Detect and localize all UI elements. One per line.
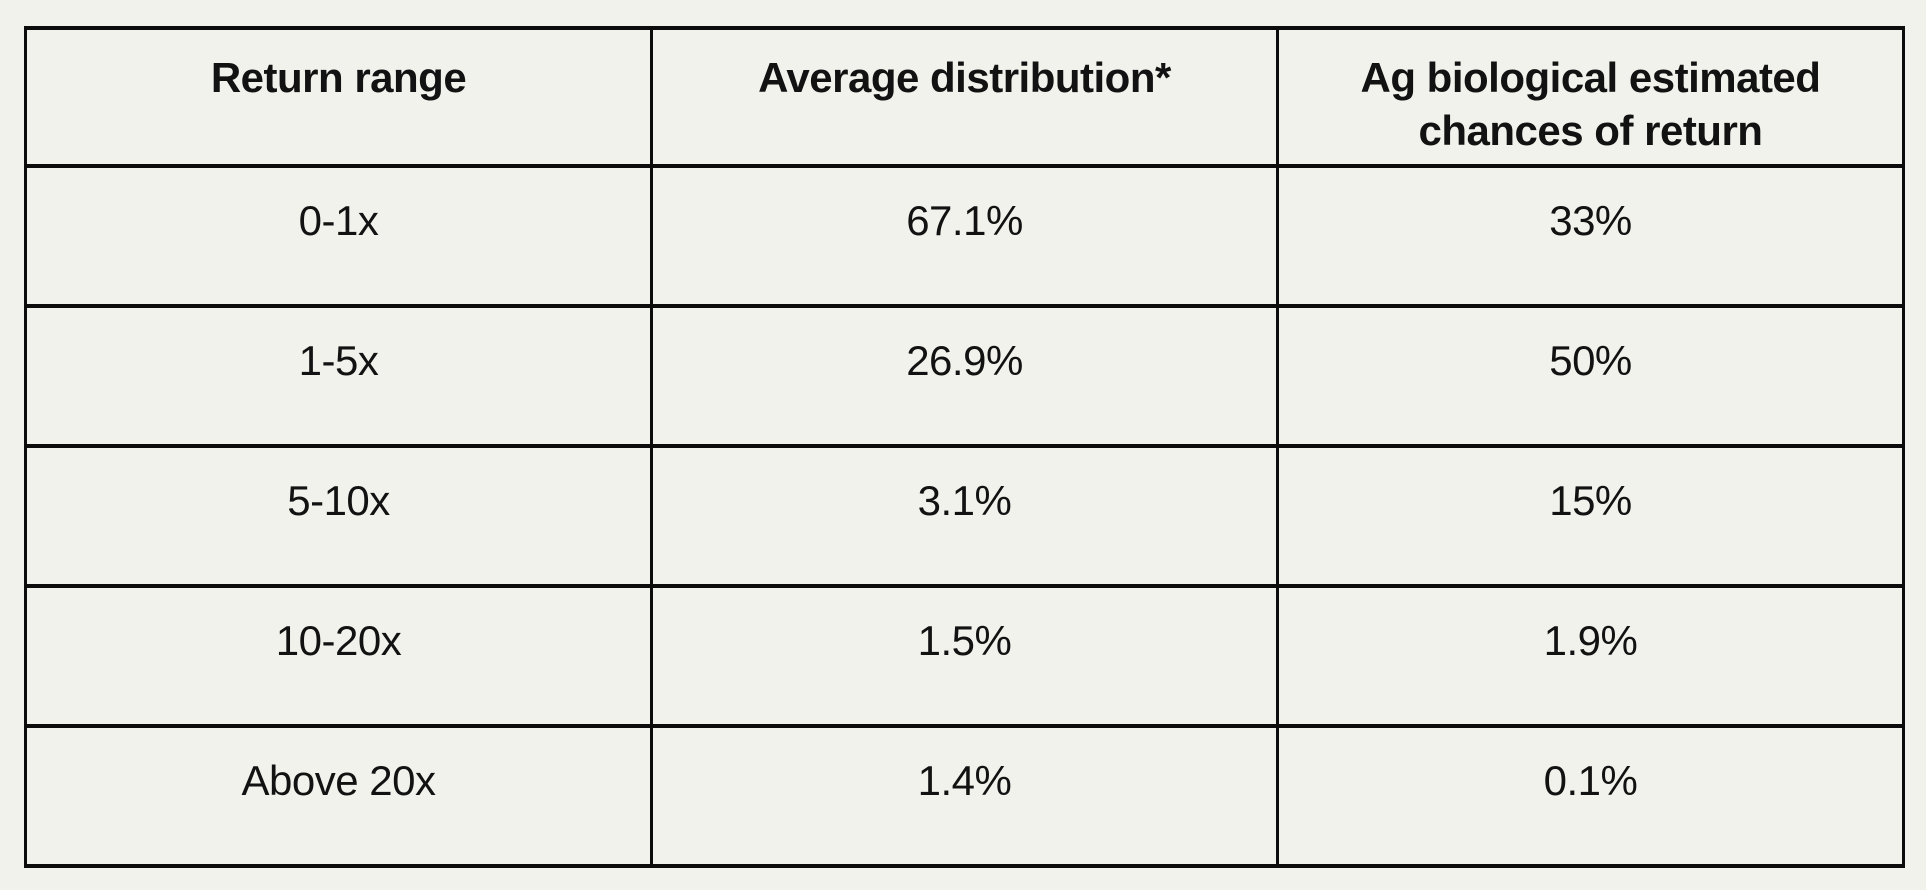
table-header-row: Return range Average distribution* Ag bi…: [24, 26, 1905, 168]
table-row: 5-10x 3.1% 15%: [24, 444, 1905, 588]
cell-range: 10-20x: [24, 584, 653, 728]
cell-range: Above 20x: [24, 724, 653, 868]
header-cell-ag-biological-chances: Ag biological estimated chances of retur…: [1276, 26, 1905, 168]
cell-range: 5-10x: [24, 444, 653, 588]
cell-average-distribution: 67.1%: [650, 164, 1279, 308]
cell-average-distribution: 1.4%: [650, 724, 1279, 868]
header-cell-return-range: Return range: [24, 26, 653, 168]
table-row: 1-5x 26.9% 50%: [24, 304, 1905, 448]
table-row: 0-1x 67.1% 33%: [24, 164, 1905, 308]
cell-range: 1-5x: [24, 304, 653, 448]
table-row: Above 20x 1.4% 0.1%: [24, 724, 1905, 868]
cell-estimated-chance: 0.1%: [1276, 724, 1905, 868]
cell-estimated-chance: 1.9%: [1276, 584, 1905, 728]
cell-average-distribution: 3.1%: [650, 444, 1279, 588]
cell-estimated-chance: 33%: [1276, 164, 1905, 308]
cell-estimated-chance: 50%: [1276, 304, 1905, 448]
cell-average-distribution: 1.5%: [650, 584, 1279, 728]
header-cell-average-distribution: Average distribution*: [650, 26, 1279, 168]
cell-estimated-chance: 15%: [1276, 444, 1905, 588]
cell-range: 0-1x: [24, 164, 653, 308]
returns-distribution-table: Return range Average distribution* Ag bi…: [24, 26, 1905, 868]
cell-average-distribution: 26.9%: [650, 304, 1279, 448]
table-row: 10-20x 1.5% 1.9%: [24, 584, 1905, 728]
